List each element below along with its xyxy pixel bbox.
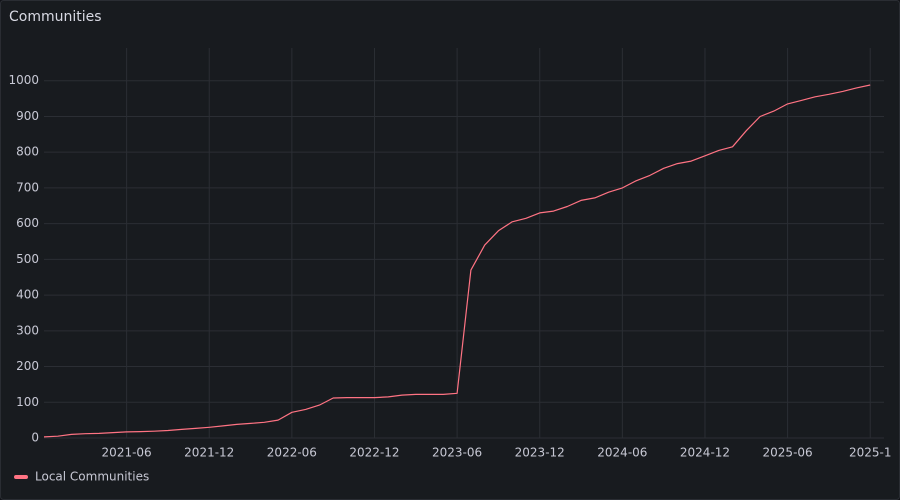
x-tick-label: 2024-12 (680, 446, 730, 460)
y-tick-label: 100 (16, 395, 39, 409)
x-tick-label: 2025-06 (763, 446, 813, 460)
y-tick-label: 800 (16, 145, 39, 159)
x-tick-label: 2022-12 (349, 446, 399, 460)
y-tick-label: 0 (31, 431, 39, 445)
chart-title: Communities (9, 9, 102, 25)
legend-label: Local Communities (35, 470, 149, 484)
y-tick-label: 300 (16, 323, 39, 337)
x-tick-label: 2022-06 (267, 446, 317, 460)
data-line (43, 84, 871, 438)
x-tick-label: 2021-06 (102, 446, 152, 460)
x-tick-label: 2021-12 (184, 446, 234, 460)
legend-swatch (14, 475, 28, 479)
y-tick-label: 700 (16, 180, 39, 194)
y-tick-label: 600 (16, 216, 39, 230)
x-tick-label: 2023-06 (432, 446, 482, 460)
x-tick-label: 2025-1 (849, 446, 892, 460)
y-tick-label: 400 (16, 288, 39, 302)
x-tick-label: 2023-12 (515, 446, 565, 460)
y-tick-label: 500 (16, 252, 39, 266)
y-tick-label: 200 (16, 359, 39, 373)
y-tick-label: 1000 (8, 73, 39, 87)
y-tick-label: 900 (16, 109, 39, 123)
x-tick-label: 2024-06 (597, 446, 647, 460)
